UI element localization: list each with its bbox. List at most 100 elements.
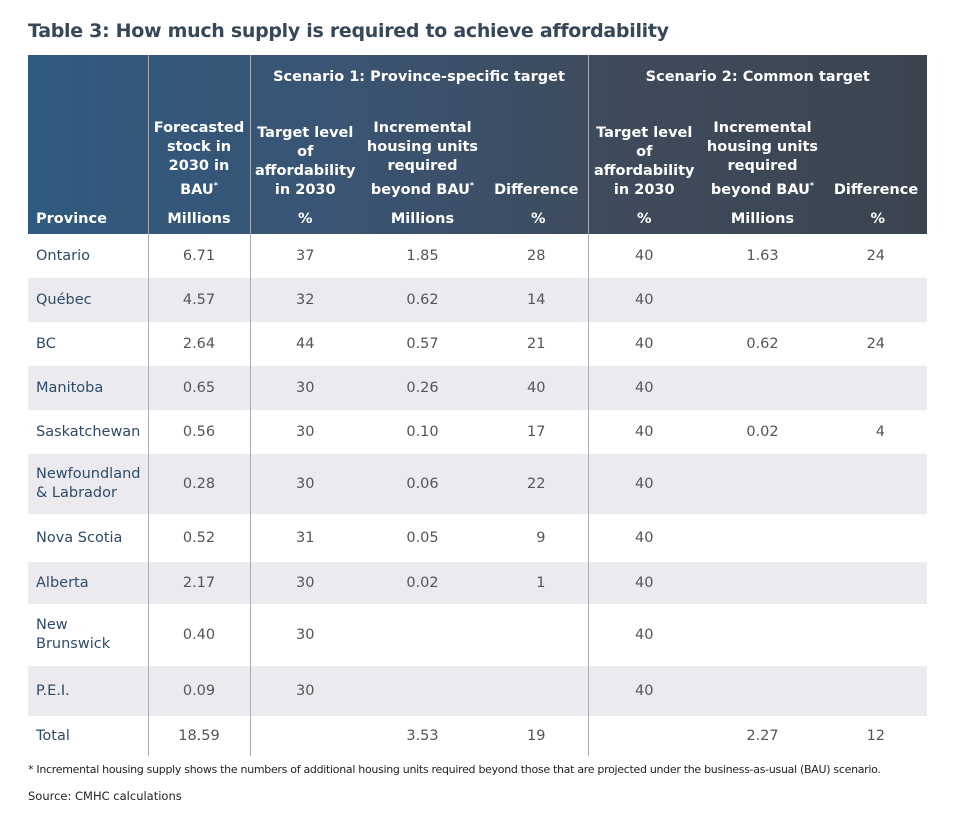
table-row: BC 2.64 44 0.57 21 40 0.62 24 bbox=[28, 322, 927, 366]
cell-province: Total bbox=[36, 727, 70, 744]
cell-d1: 21 bbox=[527, 336, 546, 352]
cell-t2: 40 bbox=[587, 454, 700, 514]
cell-stock: 0.28 bbox=[147, 454, 250, 514]
cell-d1: 28 bbox=[527, 248, 546, 264]
cell-province: Saskatchewan bbox=[36, 423, 141, 440]
cell-d2 bbox=[825, 454, 928, 514]
cell-t1: 30 bbox=[249, 454, 360, 514]
cell-t2: 40 bbox=[587, 514, 700, 562]
unit-target2: % bbox=[587, 204, 700, 234]
cell-d2: 24 bbox=[866, 336, 886, 352]
cell-t2: 40 bbox=[587, 410, 700, 454]
cell-t1: 30 bbox=[249, 366, 360, 410]
cell-i1: 0.02 bbox=[360, 562, 485, 604]
cell-stock: 2.64 bbox=[147, 322, 250, 366]
cell-stock: 18.59 bbox=[147, 716, 250, 756]
cell-i2 bbox=[700, 366, 825, 410]
cell-d1 bbox=[485, 666, 588, 716]
difference2-header: Difference bbox=[833, 182, 919, 198]
table-row: New Brunswick 0.40 30 40 bbox=[28, 604, 927, 666]
cell-province: Newfoundland & Labrador bbox=[28, 454, 148, 514]
footnote: * Incremental housing supply shows the n… bbox=[28, 763, 881, 776]
cell-t2: 40 bbox=[587, 278, 700, 322]
cell-d1 bbox=[485, 604, 588, 666]
target1-header: Target level of affordability in 2030 bbox=[249, 100, 360, 204]
cell-i1: 3.53 bbox=[406, 728, 439, 744]
cell-i1: 0.05 bbox=[406, 530, 439, 546]
cell-i2 bbox=[700, 454, 825, 514]
unit-difference2: % bbox=[870, 210, 886, 227]
cell-i1: 0.10 bbox=[406, 424, 439, 440]
cell-i2 bbox=[700, 666, 825, 716]
cell-i1: 0.06 bbox=[360, 454, 485, 514]
cell-i1: 0.26 bbox=[360, 366, 485, 410]
cell-d1: 40 bbox=[485, 366, 588, 410]
cell-d2: 4 bbox=[875, 424, 886, 440]
cell-t1: 37 bbox=[249, 234, 360, 278]
scenario2-header: Scenario 2: Common target bbox=[587, 55, 928, 100]
target2-header: Target level of affordability in 2030 bbox=[587, 100, 700, 204]
cell-province: Alberta bbox=[28, 562, 148, 604]
cell-t1: 44 bbox=[249, 322, 360, 366]
cell-t1: 30 bbox=[249, 604, 360, 666]
cell-stock: 4.57 bbox=[147, 278, 250, 322]
cell-i2: 0.02 bbox=[746, 424, 779, 440]
cell-d1: 14 bbox=[485, 278, 588, 322]
unit-stock: Millions bbox=[147, 204, 250, 234]
cell-i2: 0.62 bbox=[746, 336, 779, 352]
unit-target1: % bbox=[249, 204, 360, 234]
table-row: Total 18.59 3.53 19 2.27 12 bbox=[28, 716, 927, 756]
table-row: Saskatchewan 0.56 30 0.10 17 40 0.02 4 bbox=[28, 410, 927, 454]
cell-d2: 24 bbox=[866, 248, 886, 264]
cell-i1: 0.62 bbox=[360, 278, 485, 322]
cell-stock: 6.71 bbox=[147, 234, 250, 278]
cell-stock: 0.56 bbox=[147, 410, 250, 454]
table-row: Manitoba 0.65 30 0.26 40 40 bbox=[28, 366, 928, 410]
cell-stock: 0.52 bbox=[147, 514, 250, 562]
cell-province: BC bbox=[36, 335, 56, 352]
cell-t1 bbox=[249, 716, 360, 756]
source-note: Source: CMHC calculations bbox=[28, 789, 182, 803]
table-row: Ontario 6.71 37 1.85 28 40 1.63 24 bbox=[28, 234, 927, 278]
table-title: Table 3: How much supply is required to … bbox=[28, 20, 669, 42]
province-header: Province bbox=[36, 210, 107, 227]
cell-province: New Brunswick bbox=[36, 617, 111, 652]
cell-i1 bbox=[360, 604, 485, 666]
cell-t1: 31 bbox=[249, 514, 360, 562]
incremental1-header: Incremental housing units required beyon… bbox=[366, 120, 479, 198]
cell-i2 bbox=[700, 514, 825, 562]
cell-d2: 12 bbox=[866, 728, 886, 744]
difference1-header: Difference bbox=[494, 182, 579, 198]
cell-i2 bbox=[700, 278, 825, 322]
cell-t2: 40 bbox=[587, 234, 700, 278]
scenario1-header: Scenario 1: Province-specific target bbox=[249, 55, 588, 100]
cell-i1: 1.85 bbox=[406, 248, 439, 264]
cell-t2: 40 bbox=[587, 604, 700, 666]
unit-incremental1: Millions bbox=[390, 210, 455, 227]
cell-stock: 0.40 bbox=[147, 604, 250, 666]
table-row: Québec 4.57 32 0.62 14 40 bbox=[28, 278, 928, 322]
table-row: P.E.I. 0.09 30 40 bbox=[28, 666, 928, 716]
cell-d2 bbox=[825, 666, 928, 716]
cell-i2: 2.27 bbox=[746, 728, 779, 744]
cell-i1: 0.57 bbox=[406, 336, 439, 352]
cell-t2 bbox=[587, 716, 700, 756]
cell-d2 bbox=[825, 366, 928, 410]
stock-header: Forecasted stock in 2030 in BAU* bbox=[147, 100, 250, 204]
cell-t1: 30 bbox=[249, 666, 360, 716]
cell-d2 bbox=[825, 278, 928, 322]
unit-incremental2: Millions bbox=[730, 210, 795, 227]
cell-t2: 40 bbox=[587, 322, 700, 366]
cell-province: Manitoba bbox=[28, 366, 148, 410]
cell-province: Ontario bbox=[36, 247, 91, 264]
cell-t2: 40 bbox=[587, 366, 700, 410]
cell-d1: 9 bbox=[536, 530, 546, 546]
cell-t1: 32 bbox=[249, 278, 360, 322]
cell-d2 bbox=[825, 514, 927, 562]
cell-i2: 1.63 bbox=[746, 248, 779, 264]
cell-t1: 30 bbox=[249, 562, 360, 604]
cell-t2: 40 bbox=[587, 666, 700, 716]
cell-stock: 2.17 bbox=[147, 562, 250, 604]
cell-d2 bbox=[825, 562, 928, 604]
cell-d1: 19 bbox=[527, 728, 546, 744]
